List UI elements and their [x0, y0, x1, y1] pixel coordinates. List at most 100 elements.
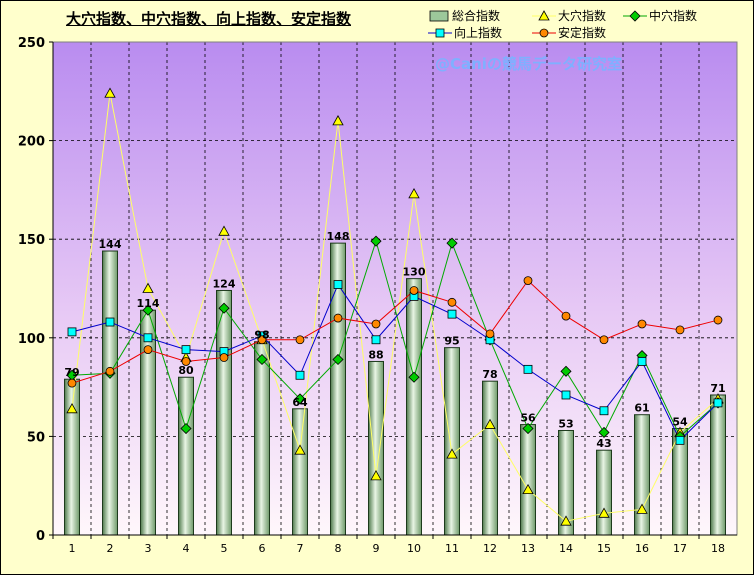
marker-circle — [333, 313, 343, 323]
data-label: 98 — [254, 329, 269, 342]
x-tick-label: 3 — [145, 542, 152, 555]
bar — [292, 408, 308, 536]
legend-item-koujou: 向上指数 — [428, 24, 502, 41]
marker-diamond — [332, 353, 344, 366]
marker-triangle — [370, 470, 382, 481]
circle-marker-icon — [532, 28, 556, 37]
marker-square — [295, 370, 305, 380]
marker-diamond — [560, 365, 572, 377]
data-label: 43 — [596, 437, 611, 450]
data-label: 71 — [710, 382, 725, 395]
series-line — [71, 283, 719, 442]
bar — [64, 378, 80, 536]
marker-square — [105, 317, 115, 327]
marker-triangle — [598, 507, 610, 518]
series-line — [71, 279, 719, 384]
marker-triangle — [522, 483, 534, 495]
x-tick-label: 13 — [521, 542, 535, 555]
marker-square — [523, 364, 533, 374]
marker-square — [333, 280, 343, 289]
legend-label-chuana: 中穴指数 — [649, 9, 698, 23]
marker-diamond — [522, 422, 534, 435]
legend-label-total: 総合指数 — [452, 9, 501, 23]
marker-diamond — [256, 353, 268, 366]
marker-circle — [219, 353, 229, 362]
marker-circle — [181, 357, 191, 366]
marker-triangle — [446, 448, 458, 459]
marker-circle — [713, 315, 723, 325]
bar — [216, 289, 232, 536]
bar — [140, 309, 156, 536]
legend-item-total: 総合指数 — [428, 7, 500, 24]
y-tick-label: 150 — [18, 233, 45, 248]
marker-square — [371, 335, 381, 345]
bar — [102, 250, 118, 536]
x-tick-label: 12 — [483, 542, 497, 555]
marker-triangle — [294, 444, 306, 455]
marker-circle — [523, 276, 533, 286]
y-tick-label: 200 — [18, 135, 45, 150]
marker-square — [599, 406, 609, 416]
x-tick-label: 7 — [297, 542, 304, 555]
x-tick-label: 14 — [559, 542, 573, 555]
triangle-marker-icon — [532, 9, 556, 20]
marker-square — [447, 309, 457, 319]
marker-triangle — [66, 402, 78, 414]
marker-circle — [675, 325, 685, 335]
marker-circle — [409, 286, 419, 295]
y-tick-label: 100 — [18, 332, 45, 347]
marker-square — [637, 357, 647, 366]
marker-circle — [561, 311, 571, 321]
legend-item-daiana: 大穴指数 — [532, 7, 606, 24]
marker-circle — [599, 335, 609, 345]
legend-item-chuana: 中穴指数 — [623, 7, 697, 24]
marker-triangle — [636, 503, 648, 514]
data-label: 80 — [178, 364, 194, 377]
marker-circle — [257, 335, 267, 345]
data-label: 114 — [137, 297, 160, 310]
marker-diamond — [142, 304, 154, 316]
bar — [178, 376, 194, 536]
legend-label-daiana: 大穴指数 — [558, 9, 607, 23]
x-tick-label: 5 — [221, 542, 228, 555]
watermark: @Caniの競馬データ研究室 — [435, 55, 622, 73]
marker-triangle — [560, 515, 572, 526]
bar — [444, 347, 460, 536]
marker-triangle — [104, 87, 116, 98]
y-tick-label: 250 — [18, 36, 45, 51]
bar — [482, 380, 498, 536]
x-tick-label: 1 — [69, 542, 76, 555]
marker-diamond — [370, 235, 382, 247]
marker-diamond — [408, 371, 420, 383]
y-tick-label: 0 — [36, 529, 45, 544]
x-tick-label: 6 — [259, 542, 266, 555]
bar — [634, 414, 650, 536]
marker-diamond — [446, 237, 458, 249]
bar — [406, 278, 422, 536]
x-tick-label: 18 — [711, 542, 725, 555]
x-tick-label: 17 — [673, 542, 687, 555]
x-tick-label: 16 — [635, 542, 649, 555]
marker-circle — [105, 366, 115, 376]
series-line — [71, 239, 719, 438]
marker-circle — [637, 319, 647, 329]
marker-diamond — [598, 426, 610, 439]
marker-diamond — [218, 302, 230, 314]
legend-label-koujou: 向上指数 — [454, 26, 503, 40]
x-tick-label: 4 — [183, 542, 190, 555]
marker-square — [713, 398, 723, 408]
bar — [596, 449, 612, 536]
data-label: 78 — [482, 368, 497, 381]
y-tick-label: 50 — [27, 430, 45, 445]
marker-square — [675, 435, 685, 445]
x-tick-label: 10 — [407, 542, 421, 555]
series-line — [71, 93, 719, 522]
legend: 総合指数 大穴指数 中穴指数 向上指数 安定指数 — [420, 5, 748, 43]
marker-square — [143, 333, 153, 343]
legend-item-antei: 安定指数 — [532, 24, 606, 41]
x-tick-label: 15 — [597, 542, 611, 555]
marker-triangle — [218, 225, 230, 236]
marker-diamond — [180, 422, 192, 435]
marker-square — [181, 345, 191, 355]
